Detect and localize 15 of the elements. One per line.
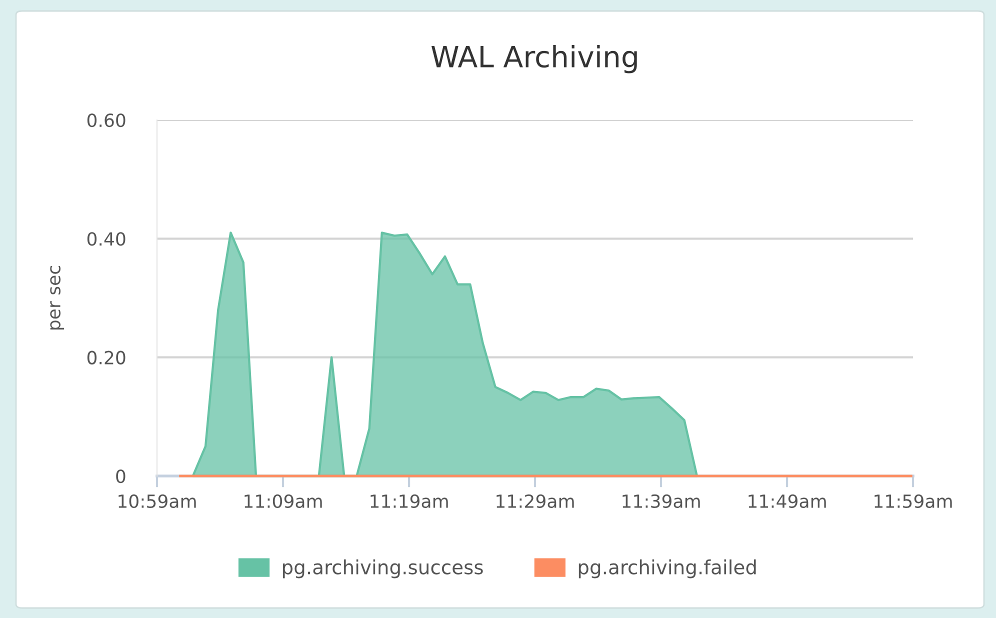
x-tick-label: 11:29am <box>496 494 574 508</box>
x-tick-label: 10:59am <box>118 494 196 508</box>
y-tick-label: 0.40 <box>87 232 126 246</box>
legend-label: pg.archiving.failed <box>578 559 756 578</box>
legend-label: pg.archiving.success <box>283 559 483 578</box>
y-tick-label: 0 <box>116 469 126 484</box>
chart-title: WAL Archiving <box>431 45 637 74</box>
x-tick-label: 11:49am <box>748 494 826 508</box>
x-tick-label: 11:09am <box>244 494 322 508</box>
y-tick-label: 0.20 <box>87 350 126 364</box>
x-tick-label: 11:19am <box>370 494 448 508</box>
y-tick-label: 0.60 <box>87 113 126 128</box>
x-tick-label: 11:39am <box>622 494 700 508</box>
y-axis-title: per sec <box>50 266 64 330</box>
x-tick-label: 11:59am <box>874 494 952 508</box>
